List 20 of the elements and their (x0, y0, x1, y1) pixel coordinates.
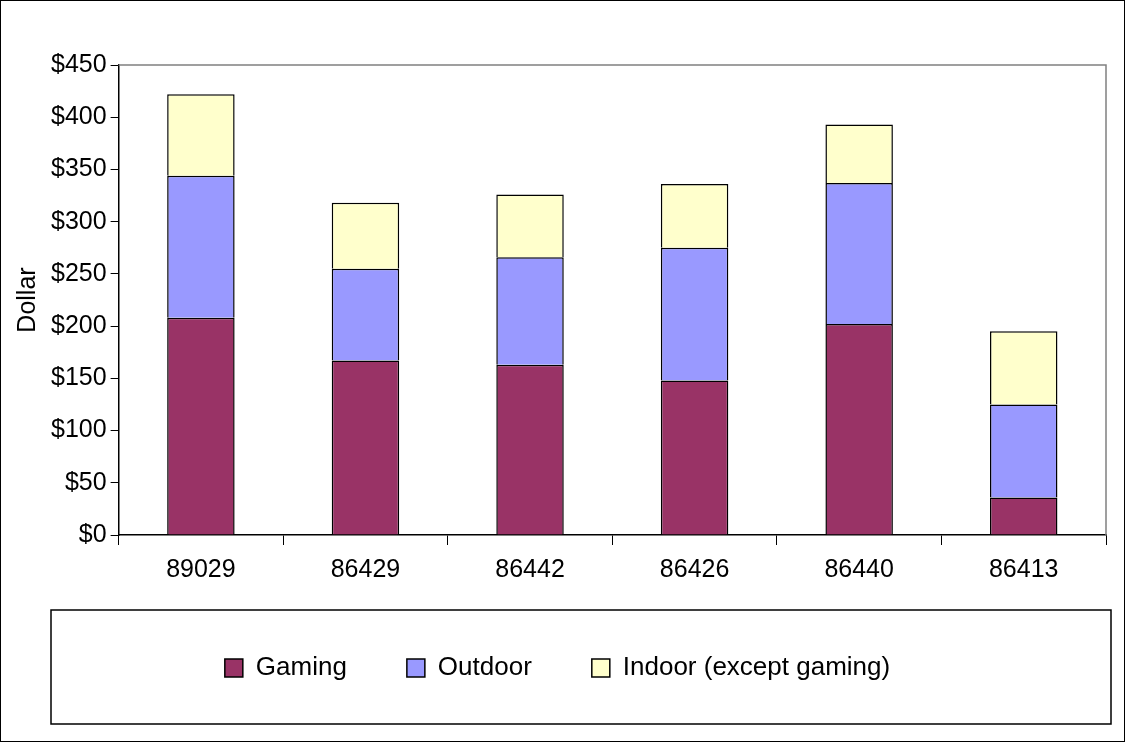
legend-label: Outdoor (437, 651, 533, 682)
y-tick-label: $200 (50, 310, 107, 338)
y-tick-label: $0 (78, 518, 107, 547)
y-tick-label: $300 (50, 205, 107, 234)
x-tick-label: 86413 (988, 553, 1059, 582)
x-tick-label: 86429 (330, 553, 401, 582)
x-tick-label: 86426 (659, 553, 730, 582)
y-tick-label: $100 (50, 414, 107, 443)
y-tick-label: $50 (64, 466, 107, 495)
x-tick-label: 89029 (166, 553, 236, 582)
x-tick-label: 86440 (824, 553, 894, 582)
y-axis-title: Dollar (11, 267, 40, 333)
y-tick-label: $150 (50, 362, 107, 391)
x-tick-label: 86442 (495, 553, 565, 582)
y-tick-label: $450 (50, 48, 107, 77)
y-tick-label: $350 (50, 153, 107, 182)
legend-label: Gaming (255, 651, 347, 682)
legend-label: Indoor (except gaming) (622, 651, 891, 682)
y-tick-label: $250 (50, 257, 107, 286)
y-tick-label: $400 (50, 101, 107, 130)
